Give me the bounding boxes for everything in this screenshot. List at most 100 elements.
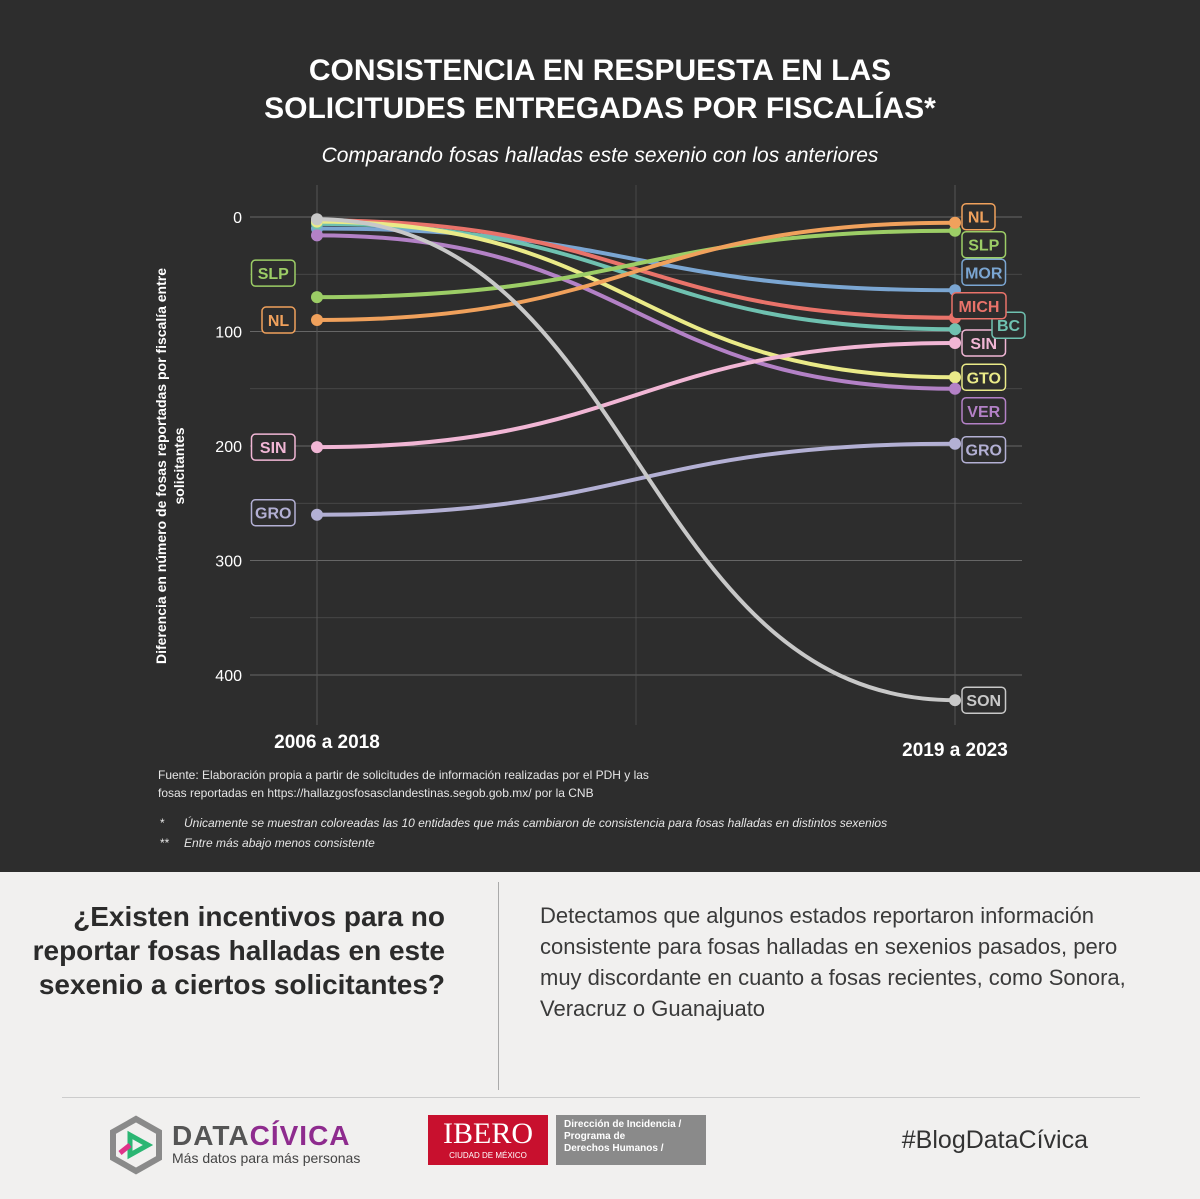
title-line-1: CONSISTENCIA EN RESPUESTA EN LAS xyxy=(308,54,892,87)
ibero-logo: IBERO CIUDAD DE MÉXICO xyxy=(428,1115,548,1165)
footer-divider xyxy=(62,1097,1140,1098)
point-start-nl xyxy=(311,314,323,327)
y-tick-200: 200 xyxy=(215,439,242,456)
label-start-gro: GRO xyxy=(250,498,296,527)
x-tick-labels: 2006 a 2018 2019 a 2023 xyxy=(274,732,1008,761)
label-box-start-gro xyxy=(250,498,296,527)
y-tick-300: 300 xyxy=(215,554,242,571)
ibero-sub: CIUDAD DE MÉXICO xyxy=(449,1151,527,1160)
datacivica-logo-icon xyxy=(110,1115,162,1175)
label-text-start-sin: SIN xyxy=(260,440,287,457)
source-note: Fuente: Elaboración propia a partir de s… xyxy=(158,766,649,802)
label-box-end-nl xyxy=(961,202,996,231)
x-tick-0: 2006 a 2018 xyxy=(274,732,380,753)
source-line-2: fosas reportadas en https://hallazgosfos… xyxy=(158,786,594,800)
line-gro xyxy=(315,441,957,517)
title-line-2: SOLICITUDES ENTREGADAS POR FISCALÍAS* xyxy=(264,92,936,125)
line-slp xyxy=(315,228,957,300)
label-text-end-nl: NL xyxy=(968,210,990,227)
label-end-mich: MICH xyxy=(951,292,1007,320)
datacivica-tagline: Más datos para más personas xyxy=(172,1150,361,1166)
label-text-end-sin: SIN xyxy=(970,336,997,353)
label-end-gto: GTO xyxy=(961,363,1007,392)
footnote-2-mark: ** xyxy=(160,836,170,850)
label-box-end-slp xyxy=(961,230,1007,259)
bump-chart: 0 100 200 300 400 2006 a 2018 2019 a 2023 SON… xyxy=(215,185,1026,761)
label-end-ver: VER xyxy=(961,397,1007,425)
label-start-sin: SIN xyxy=(250,433,296,461)
y-tick-400: 400 xyxy=(215,668,242,685)
label-box-start-slp xyxy=(250,259,296,287)
point-start-son xyxy=(311,213,323,226)
point-end-gro xyxy=(949,437,961,450)
footnote-2: ** Entre más abajo menos consistente xyxy=(160,836,375,850)
line-gto xyxy=(315,219,957,380)
point-start-gro xyxy=(311,508,323,521)
label-text-end-gro: GRO xyxy=(966,443,1002,460)
brand-name-a: DATA xyxy=(172,1120,250,1151)
label-end-nl: NL xyxy=(961,202,996,231)
footnote-1-text: Únicamente se muestran coloreadas las 10… xyxy=(184,816,888,830)
ibero-text-3: Derechos Humanos / xyxy=(564,1143,664,1154)
line-nl xyxy=(315,220,957,323)
series-points xyxy=(311,213,961,707)
label-box-end-mich xyxy=(951,292,1007,320)
ibero-text-1: Dirección de Incidencia / xyxy=(564,1119,682,1130)
brand-name-b: CÍVICA xyxy=(249,1120,351,1151)
label-box-end-ver xyxy=(961,397,1007,425)
label-text-end-son: SON xyxy=(966,693,1001,710)
label-text-start-slp: SLP xyxy=(258,266,289,283)
label-text-end-mich: MICH xyxy=(959,299,1000,316)
label-box-end-mor xyxy=(961,258,1007,287)
source-line-1: Fuente: Elaboración propia a partir de s… xyxy=(158,768,649,782)
point-end-son xyxy=(949,694,961,707)
footnote-1: * Únicamente se muestran coloreadas las 1… xyxy=(160,816,887,830)
footnote-2-text: Entre más abajo menos consistente xyxy=(184,836,375,850)
line-mich xyxy=(315,218,957,320)
point-end-bc xyxy=(949,323,961,336)
chart-title: CONSISTENCIA EN RESPUESTA EN LAS SOLICIT… xyxy=(0,52,1200,128)
label-end-mor: MOR xyxy=(961,258,1007,287)
label-box-start-nl xyxy=(261,306,296,334)
chart-subtitle: Comparando fosas halladas este sexenio c… xyxy=(321,144,879,167)
point-end-nl xyxy=(949,216,961,229)
label-start-slp: SLP xyxy=(250,259,296,287)
hashtag: #BlogDataCívica xyxy=(901,1126,1088,1154)
label-box-end-gro xyxy=(961,435,1007,464)
datacivica-name: DATACÍVICA xyxy=(172,1120,351,1152)
label-end-son: SON xyxy=(961,686,1007,714)
grid xyxy=(250,185,1022,725)
label-end-slp: SLP xyxy=(961,230,1007,259)
label-start-nl: NL xyxy=(261,306,296,334)
label-box-end-gto xyxy=(961,363,1007,392)
y-tick-0: 0 xyxy=(233,210,242,227)
label-text-end-gto: GTO xyxy=(967,370,1001,387)
x-tick-1: 2019 a 2023 xyxy=(902,740,1008,761)
series-labels: SON GRO GRO SIN SIN NL NL SLP SLP VER GTO BC MICH MOR xyxy=(250,202,1026,714)
y-tick-labels: 0 100 200 300 400 xyxy=(215,210,242,685)
point-end-ver xyxy=(949,382,961,395)
ibero-department: Dirección de Incidencia / Programa de De… xyxy=(556,1115,706,1165)
series-lines xyxy=(315,217,957,703)
label-box-start-sin xyxy=(250,433,296,461)
label-box-end-son xyxy=(961,686,1007,714)
label-text-start-gro: GRO xyxy=(255,506,291,523)
chart-panel: CONSISTENCIA EN RESPUESTA EN LAS SOLICIT… xyxy=(0,0,1200,872)
point-start-ver xyxy=(311,229,323,242)
line-sin xyxy=(315,340,957,450)
point-start-slp xyxy=(311,291,323,304)
line-son xyxy=(315,217,957,703)
label-text-end-mor: MOR xyxy=(965,265,1003,282)
label-text-end-ver: VER xyxy=(967,404,1000,421)
footnote-1-mark: * xyxy=(160,816,165,830)
label-text-end-slp: SLP xyxy=(968,238,999,255)
question-text: ¿Existen incentivos para no reportar fos… xyxy=(32,901,445,1000)
answer-text: Detectamos que algunos estados reportaro… xyxy=(540,903,1126,1021)
ibero-text-2: Programa de xyxy=(564,1131,626,1142)
label-end-sin: SIN xyxy=(961,329,1007,357)
point-start-sin xyxy=(311,441,323,454)
point-end-gto xyxy=(949,371,961,384)
label-text-start-nl: NL xyxy=(268,313,290,330)
label-text-end-bc: BC xyxy=(997,318,1021,335)
point-end-sin xyxy=(949,336,961,349)
